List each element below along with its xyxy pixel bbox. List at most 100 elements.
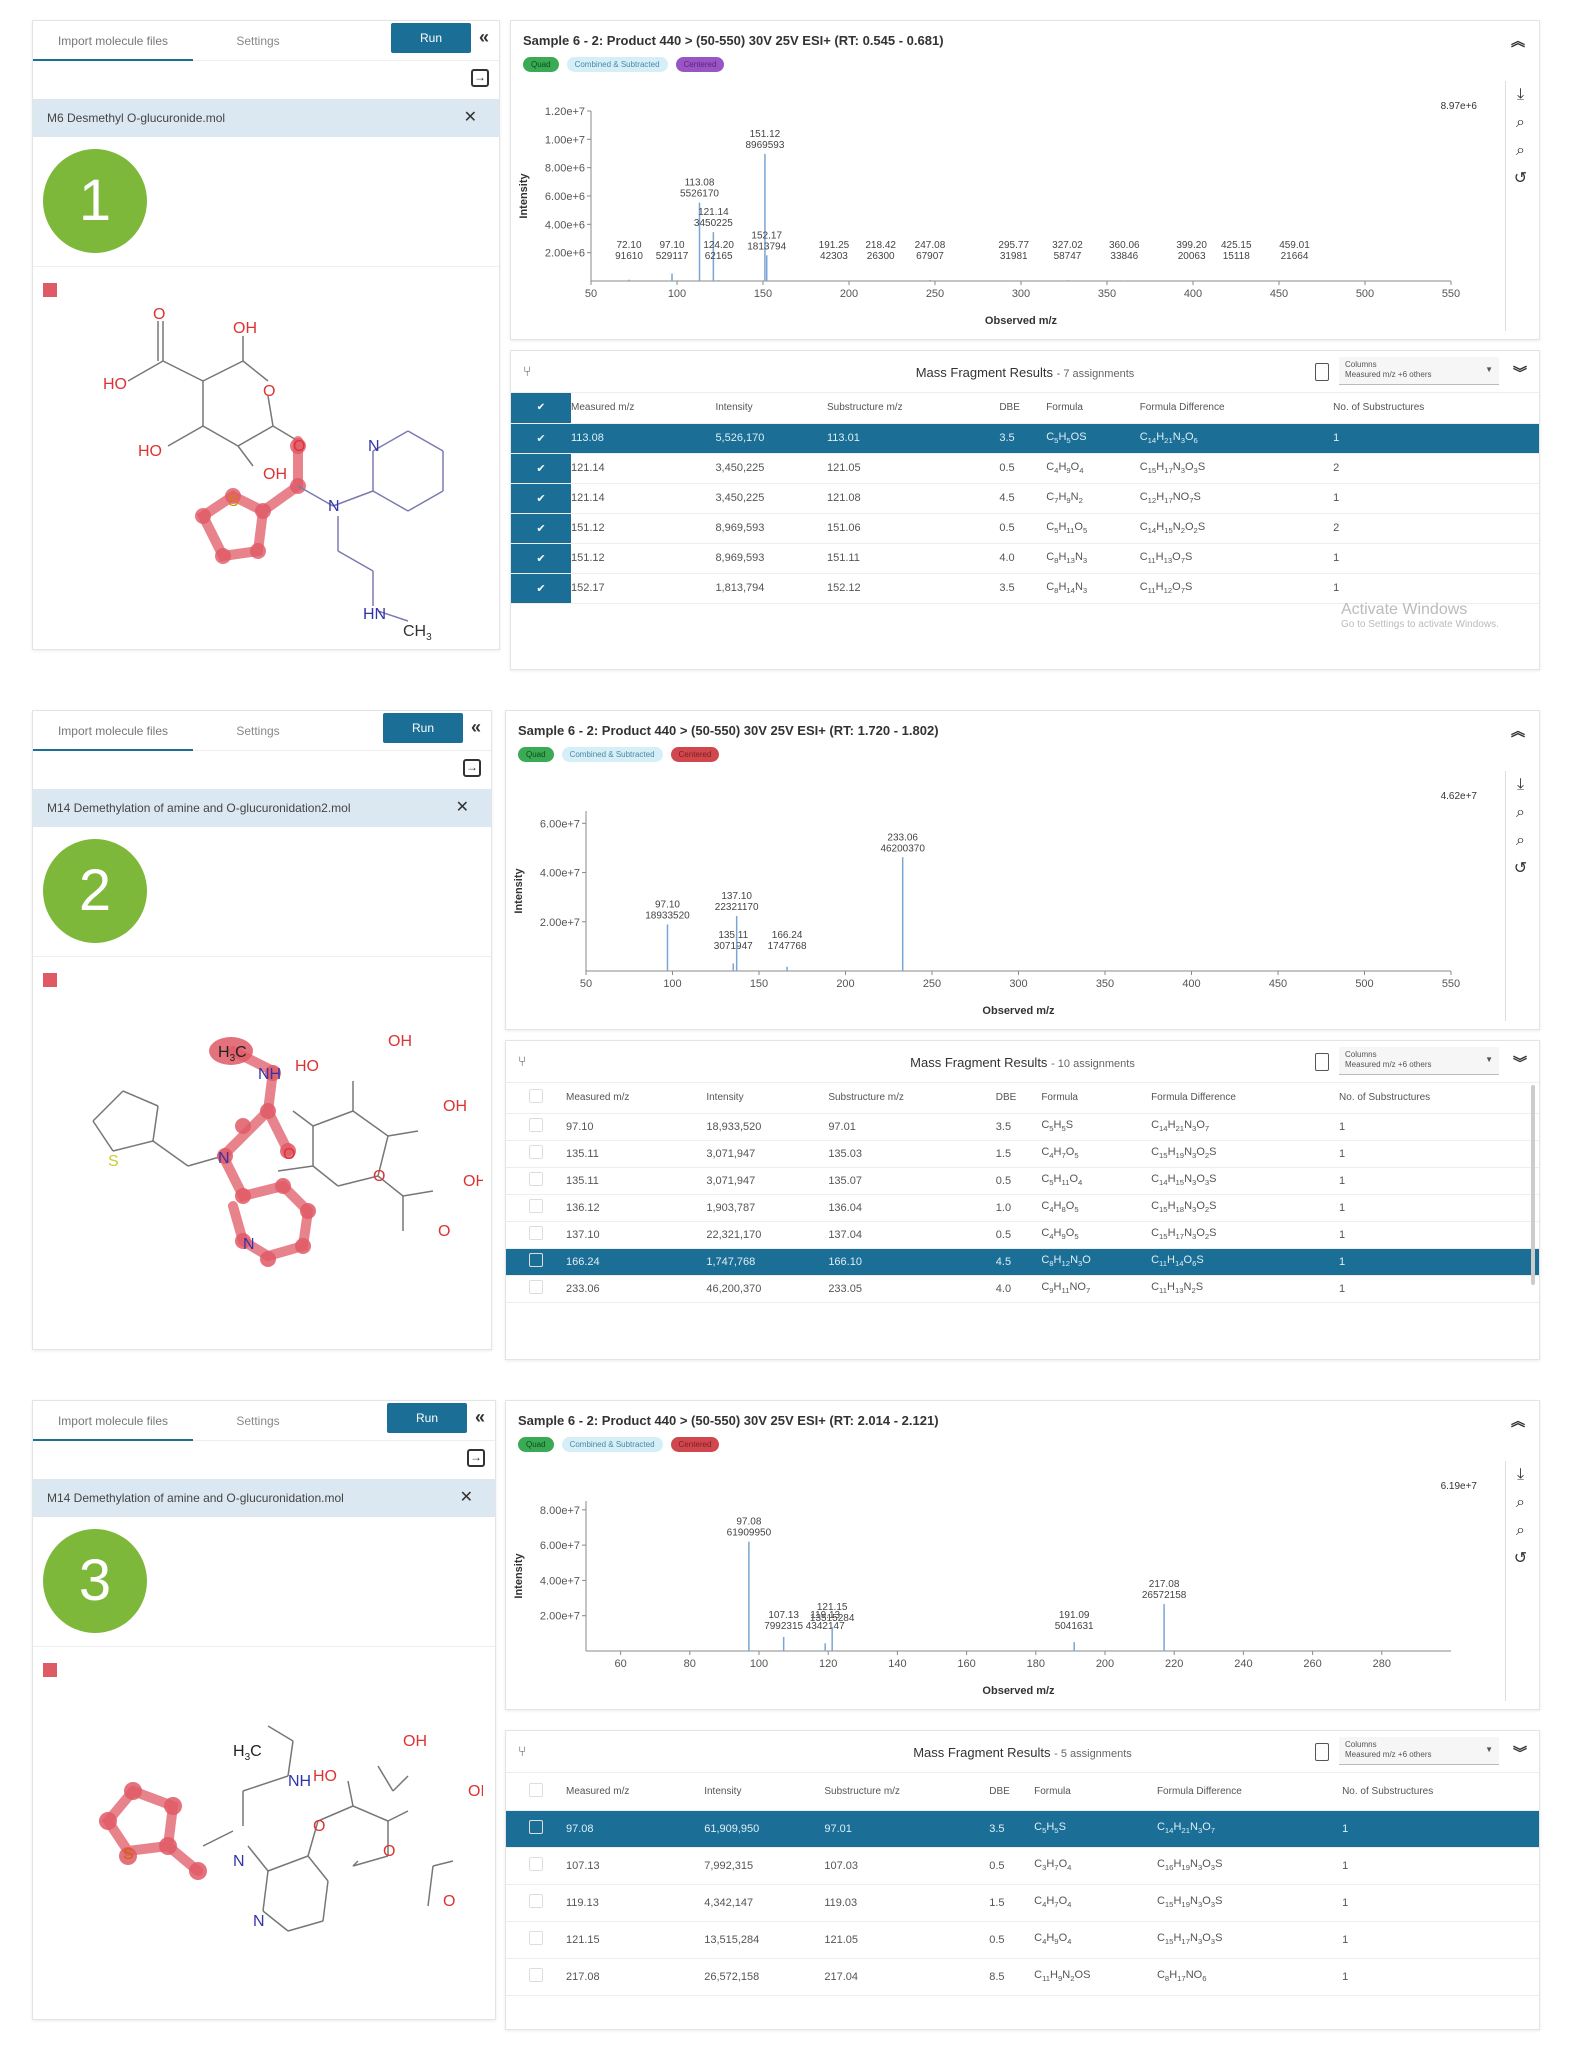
column-header[interactable]: Formula bbox=[1046, 393, 1140, 424]
column-header[interactable]: Formula Difference bbox=[1156, 1773, 1343, 1811]
column-header[interactable]: Measured m/z bbox=[571, 393, 716, 424]
column-header[interactable]: DBE bbox=[995, 1083, 1042, 1114]
select-all-checkbox[interactable]: ✔ bbox=[511, 393, 571, 424]
table-row[interactable]: ✔ 151.12 8,969,593 151.06 0.5 C5H11O5 C1… bbox=[511, 513, 1539, 544]
import-file-icon[interactable]: → bbox=[471, 69, 489, 87]
row-checkbox[interactable] bbox=[506, 1275, 566, 1303]
export-icon[interactable] bbox=[1315, 1743, 1329, 1761]
collapse-panel-icon[interactable]: « bbox=[475, 1407, 486, 1427]
table-row[interactable]: 107.13 7,992,315 107.03 0.5 C3H7O4 C16H1… bbox=[506, 1847, 1539, 1885]
row-checkbox[interactable] bbox=[506, 1194, 566, 1222]
column-header[interactable]: No. of Substructures bbox=[1342, 1773, 1539, 1811]
table-row[interactable]: ✔ 151.12 8,969,593 151.11 4.0 C8H13N3 C1… bbox=[511, 543, 1539, 574]
table-row[interactable]: ✔ 121.14 3,450,225 121.08 4.5 C7H9N2 C12… bbox=[511, 483, 1539, 514]
download-icon[interactable]: ⤓ bbox=[1516, 1466, 1525, 1483]
tab-import-molecule-files[interactable]: Import molecule files bbox=[33, 1401, 193, 1441]
column-header[interactable]: Measured m/z bbox=[566, 1083, 707, 1114]
spectrum-chart[interactable]: 60 80 100 120 140 160 180 200 220 240 260 280 8.00e+… bbox=[506, 1471, 1491, 1711]
run-button[interactable]: Run bbox=[383, 713, 463, 743]
column-header[interactable]: Formula Difference bbox=[1139, 393, 1334, 424]
loaded-file-row[interactable]: M14 Demethylation of amine and O-glucuro… bbox=[33, 789, 491, 827]
table-row[interactable]: 119.13 4,342,147 119.03 1.5 C4H7O4 C15H1… bbox=[506, 1884, 1539, 1922]
column-header[interactable]: No. of Substructures bbox=[1339, 1083, 1539, 1114]
collapse-down-icon[interactable]: ︾ bbox=[1513, 1745, 1527, 1761]
row-checkbox[interactable]: ✔ bbox=[511, 453, 571, 484]
table-row[interactable]: 121.15 13,515,284 121.05 0.5 C4H9O4 C15H… bbox=[506, 1921, 1539, 1959]
zoom-out-icon[interactable]: ⌕ bbox=[1516, 142, 1525, 159]
column-header[interactable]: Measured m/z bbox=[566, 1773, 705, 1811]
row-checkbox[interactable] bbox=[506, 1921, 566, 1959]
table-row[interactable]: ✔ 113.08 5,526,170 113.01 3.5 C5H5OS C14… bbox=[511, 423, 1539, 454]
column-header[interactable]: DBE bbox=[989, 1773, 1035, 1811]
tab-import-molecule-files[interactable]: Import molecule files bbox=[33, 711, 193, 751]
column-header[interactable]: Formula bbox=[1034, 1773, 1157, 1811]
run-button[interactable]: Run bbox=[391, 23, 471, 53]
export-icon[interactable] bbox=[1315, 363, 1329, 381]
remove-file-icon[interactable]: ✕ bbox=[463, 109, 477, 126]
reset-zoom-icon[interactable]: ↺ bbox=[1513, 1550, 1528, 1567]
fragment-icon[interactable]: ⑂ bbox=[523, 363, 532, 379]
molecule-structure[interactable]: O OH HO O HO OH O S N N HN CH3 bbox=[43, 301, 483, 666]
table-row[interactable]: ✔ 152.17 1,813,794 152.12 3.5 C8H14N3 C1… bbox=[511, 573, 1539, 604]
columns-select[interactable]: Columns Measured m/z +6 others ▼ bbox=[1339, 1737, 1499, 1765]
remove-file-icon[interactable]: ✕ bbox=[455, 799, 469, 816]
table-row[interactable]: 135.11 3,071,947 135.07 0.5 C5H11O4 C14H… bbox=[506, 1167, 1539, 1195]
row-checkbox[interactable] bbox=[506, 1167, 566, 1195]
zoom-in-icon[interactable]: ⌕ bbox=[1516, 1494, 1525, 1511]
loaded-file-row[interactable]: M6 Desmethyl O-glucuronide.mol ✕ bbox=[33, 99, 499, 137]
spectrum-chart[interactable]: 50 100 150 200 250 300 350 400 450 500 550 6.00e+7 4… bbox=[506, 781, 1491, 1031]
table-row[interactable]: 97.08 61,909,950 97.01 3.5 C5H5S C14H21N… bbox=[506, 1810, 1539, 1848]
export-icon[interactable] bbox=[1315, 1053, 1329, 1071]
select-all-checkbox[interactable] bbox=[506, 1773, 566, 1811]
columns-select[interactable]: Columns Measured m/z +6 others ▼ bbox=[1339, 1047, 1499, 1075]
column-header[interactable]: Intensity bbox=[704, 1773, 825, 1811]
reset-zoom-icon[interactable]: ↺ bbox=[1513, 170, 1528, 187]
column-header[interactable]: Substructure m/z bbox=[828, 1083, 996, 1114]
zoom-in-icon[interactable]: ⌕ bbox=[1516, 114, 1525, 131]
loaded-file-row[interactable]: M14 Demethylation of amine and O-glucuro… bbox=[33, 1479, 495, 1517]
table-row[interactable]: 135.11 3,071,947 135.03 1.5 C4H7O5 C15H1… bbox=[506, 1140, 1539, 1168]
table-row[interactable]: 97.10 18,933,520 97.01 3.5 C5H5S C14H21N… bbox=[506, 1113, 1539, 1141]
reset-zoom-icon[interactable]: ↺ bbox=[1513, 860, 1528, 877]
import-file-icon[interactable]: → bbox=[467, 1449, 485, 1467]
column-header[interactable]: DBE bbox=[999, 393, 1047, 424]
download-icon[interactable]: ⤓ bbox=[1516, 776, 1525, 793]
column-header[interactable]: Intensity bbox=[706, 1083, 829, 1114]
table-row[interactable]: 217.08 26,572,158 217.04 8.5 C11H9N2OS C… bbox=[506, 1958, 1539, 1996]
collapse-panel-icon[interactable]: « bbox=[479, 27, 490, 47]
tab-settings[interactable]: Settings bbox=[236, 724, 280, 738]
row-checkbox[interactable] bbox=[506, 1248, 566, 1276]
spectrum-chart[interactable]: 50 100 150 200 250 300 350 400 450 500 550 1.20e+7 1… bbox=[511, 81, 1491, 341]
table-scrollbar[interactable] bbox=[1531, 1085, 1535, 1285]
collapse-panel-icon[interactable]: « bbox=[471, 717, 482, 737]
row-checkbox[interactable]: ✔ bbox=[511, 573, 571, 604]
row-checkbox[interactable] bbox=[506, 1884, 566, 1922]
zoom-out-icon[interactable]: ⌕ bbox=[1516, 832, 1525, 849]
run-button[interactable]: Run bbox=[387, 1403, 467, 1433]
column-header[interactable]: Substructure m/z bbox=[827, 393, 1000, 424]
table-row[interactable]: 233.06 46,200,370 233.05 4.0 C9H11NO7 C1… bbox=[506, 1275, 1539, 1303]
row-checkbox[interactable] bbox=[506, 1958, 566, 1996]
import-file-icon[interactable]: → bbox=[463, 759, 481, 777]
row-checkbox[interactable]: ✔ bbox=[511, 543, 571, 574]
column-header[interactable]: No. of Substructures bbox=[1333, 393, 1539, 424]
zoom-in-icon[interactable]: ⌕ bbox=[1516, 804, 1525, 821]
row-checkbox[interactable] bbox=[506, 1847, 566, 1885]
download-icon[interactable]: ⤓ bbox=[1516, 86, 1525, 103]
row-checkbox[interactable] bbox=[506, 1810, 566, 1848]
collapse-up-icon[interactable]: ︽ bbox=[1511, 723, 1525, 739]
collapse-down-icon[interactable]: ︾ bbox=[1513, 1055, 1527, 1071]
row-checkbox[interactable]: ✔ bbox=[511, 513, 571, 544]
table-row[interactable]: 136.12 1,903,787 136.04 1.0 C4H8O5 C15H1… bbox=[506, 1194, 1539, 1222]
column-header[interactable]: Formula Difference bbox=[1151, 1083, 1340, 1114]
row-checkbox[interactable] bbox=[506, 1113, 566, 1141]
zoom-out-icon[interactable]: ⌕ bbox=[1516, 1522, 1525, 1539]
collapse-up-icon[interactable]: ︽ bbox=[1511, 1413, 1525, 1429]
tab-settings[interactable]: Settings bbox=[236, 1414, 280, 1428]
fragment-icon[interactable]: ⑂ bbox=[518, 1053, 527, 1069]
column-header[interactable]: Formula bbox=[1041, 1083, 1152, 1114]
row-checkbox[interactable] bbox=[506, 1221, 566, 1249]
fragment-icon[interactable]: ⑂ bbox=[518, 1743, 527, 1759]
